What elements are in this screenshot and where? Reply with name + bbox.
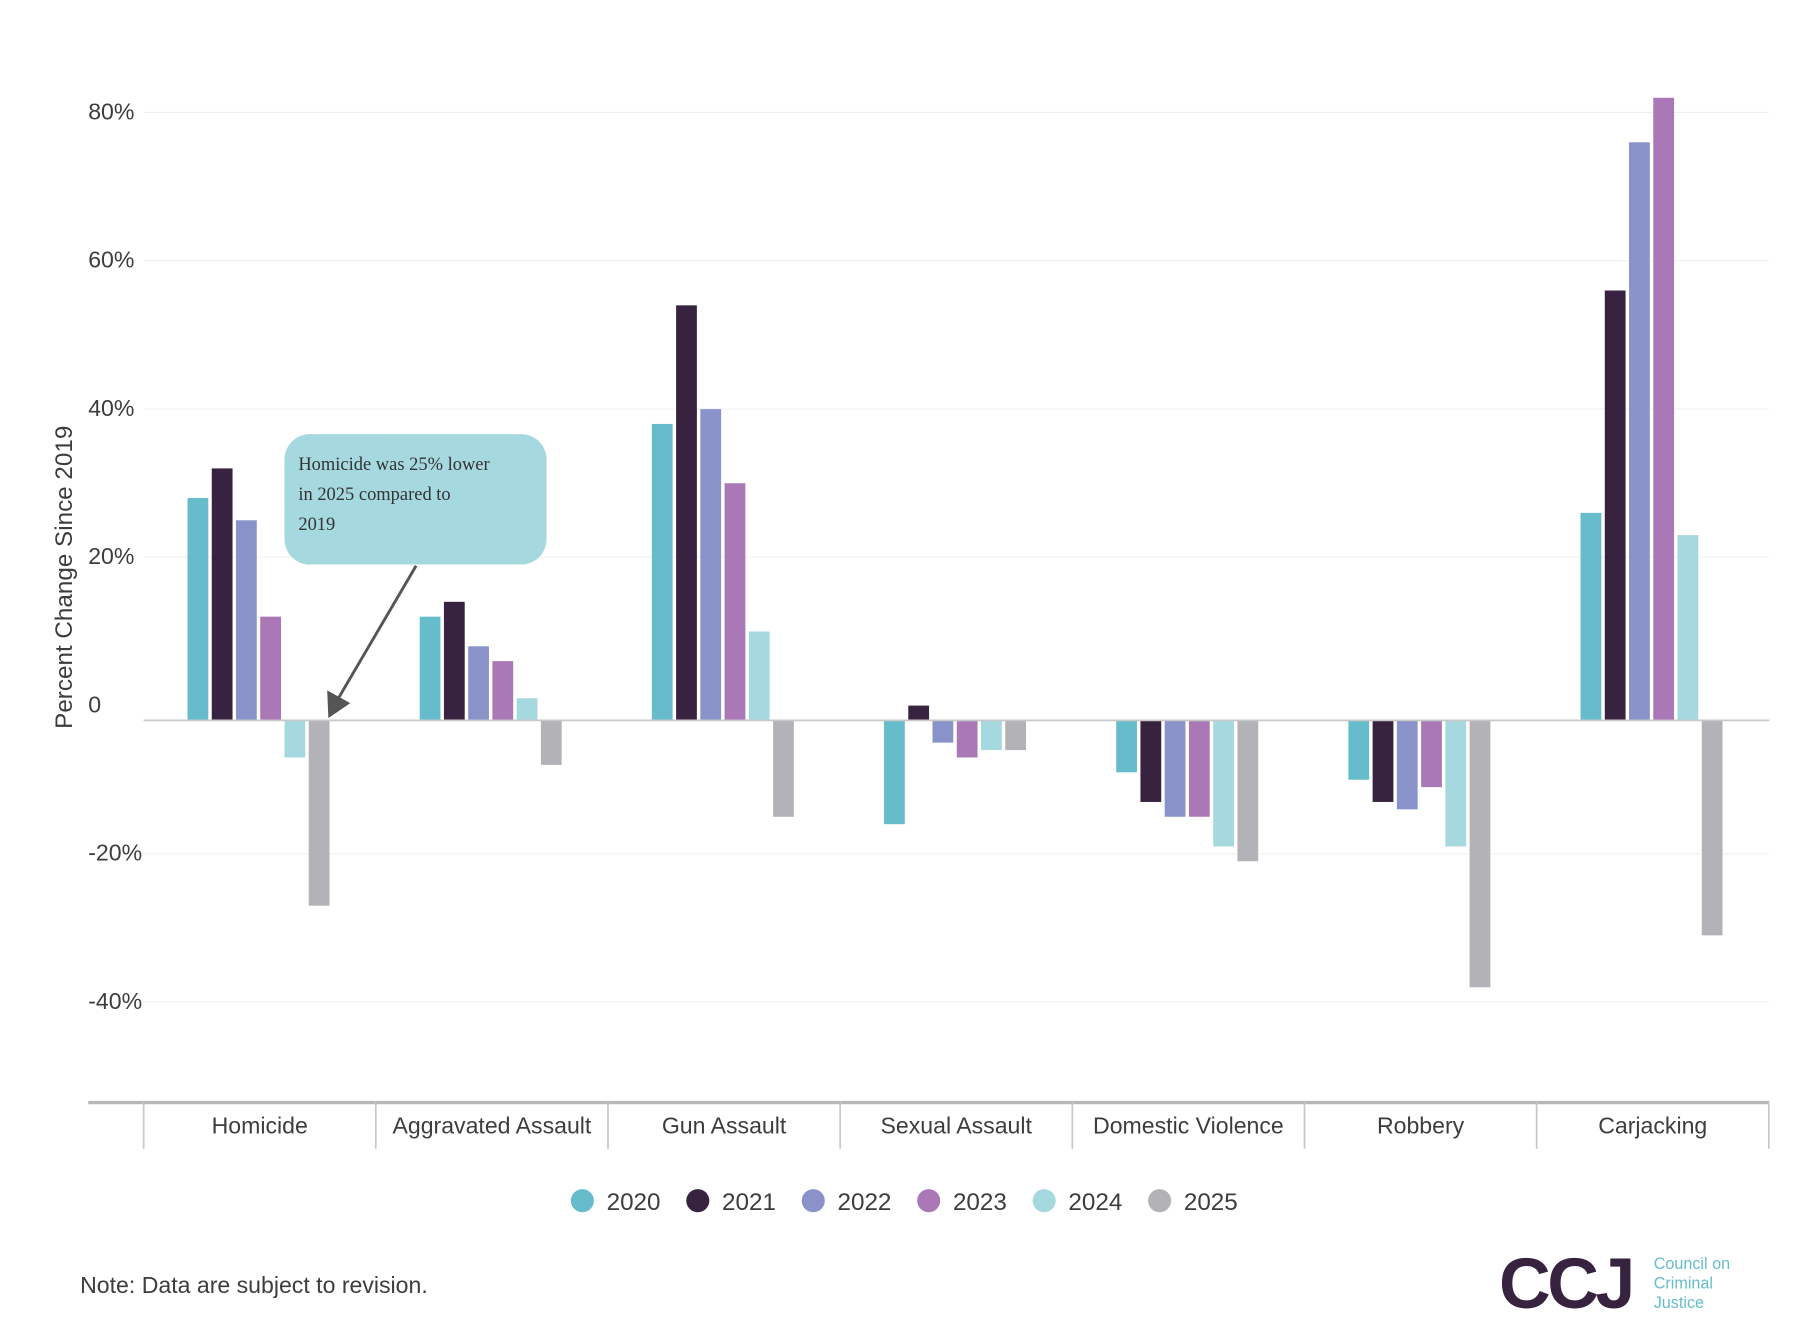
- logo-mark: CCJ: [1499, 1244, 1632, 1324]
- legend-label: 2022: [838, 1189, 892, 1216]
- bar-aggravated-assault-2022: [468, 646, 489, 721]
- bar-robbery-2023: [1421, 720, 1442, 788]
- x-tick-label: Gun Assault: [662, 1113, 787, 1139]
- bar-carjacking-2023: [1653, 97, 1675, 721]
- bar-domestic-violence-2024: [1213, 720, 1234, 847]
- y-tick-label: 80%: [88, 98, 134, 124]
- bar-robbery-2021: [1372, 720, 1394, 802]
- legend-swatch-icon: [570, 1189, 594, 1213]
- legend-swatch-icon: [686, 1189, 710, 1213]
- legend-swatch-icon: [1032, 1189, 1056, 1213]
- bar-robbery-2024: [1445, 720, 1467, 847]
- y-tick-label: 0: [88, 691, 101, 717]
- y-axis-ticks: 80% 60% 40% 20% 0 -20% -40%: [88, 98, 142, 1013]
- y-tick-label: 60%: [88, 247, 134, 273]
- ccj-logo: CCJ Council on Criminal Justice: [1499, 1244, 1735, 1324]
- bar-carjacking-2021: [1604, 290, 1626, 721]
- bar-homicide-2020: [187, 498, 209, 721]
- bar-domestic-violence-2022: [1164, 720, 1186, 817]
- bar-aggravated-assault-2020: [419, 616, 441, 721]
- legend-label: 2020: [607, 1189, 661, 1216]
- annotation-box: [284, 434, 547, 565]
- legend-swatch-icon: [917, 1189, 941, 1213]
- bar-gun-assault-2020: [651, 423, 673, 721]
- bar-carjacking-2025: [1701, 720, 1723, 936]
- legend-item-2020[interactable]: 2020: [570, 1189, 661, 1216]
- bar-gun-assault-2021: [676, 305, 697, 721]
- bar-gun-assault-2023: [724, 483, 746, 721]
- legend-item-2021[interactable]: 2021: [686, 1189, 776, 1216]
- legend-item-2025[interactable]: 2025: [1148, 1189, 1238, 1216]
- y-tick-label: -20%: [88, 840, 142, 866]
- bar-domestic-violence-2023: [1188, 720, 1210, 817]
- bar-sexual-assault-2021: [908, 705, 930, 721]
- bar-homicide-2022: [236, 520, 257, 721]
- legend: 2020 2021 2022 2023 2024 2025: [570, 1189, 1238, 1216]
- legend-label: 2025: [1184, 1189, 1238, 1216]
- bar-domestic-violence-2021: [1140, 720, 1162, 802]
- bar-sexual-assault-2024: [981, 720, 1002, 751]
- bar-carjacking-2024: [1677, 535, 1699, 721]
- legend-swatch-icon: [1148, 1189, 1172, 1213]
- bars: [187, 97, 1723, 988]
- legend-item-2023[interactable]: 2023: [917, 1189, 1007, 1216]
- bar-carjacking-2022: [1629, 142, 1650, 721]
- svg-text:Council on Criminal: Council on Criminal Justice: [1654, 1255, 1735, 1312]
- y-tick-label: -40%: [88, 988, 142, 1014]
- bar-aggravated-assault-2021: [443, 601, 465, 721]
- bar-gun-assault-2024: [748, 631, 770, 721]
- bar-homicide-2023: [260, 616, 282, 721]
- x-tick-label: Carjacking: [1598, 1113, 1707, 1139]
- bar-robbery-2025: [1469, 720, 1491, 988]
- bar-gun-assault-2022: [700, 409, 722, 721]
- bar-sexual-assault-2025: [1005, 720, 1027, 751]
- logo-text-line: Council on: [1654, 1255, 1730, 1273]
- bar-homicide-2021: [211, 468, 233, 721]
- bar-sexual-assault-2023: [956, 720, 978, 758]
- bar-aggravated-assault-2024: [516, 698, 538, 721]
- annotation: Homicide was 25% lower in 2025 compared …: [284, 434, 547, 719]
- svg-text:Homicide was 25% lower i: Homicide was 25% lower in 2025 compared …: [298, 454, 494, 534]
- x-tick-label: Homicide: [212, 1113, 308, 1139]
- annotation-arrow: [336, 564, 418, 701]
- annotation-line: in 2025 compared to: [298, 484, 450, 504]
- note: Note: Data are subject to revision.: [80, 1272, 428, 1298]
- bar-homicide-2025: [308, 720, 330, 906]
- annotation-line: 2019: [298, 514, 335, 534]
- legend-swatch-icon: [801, 1189, 825, 1213]
- legend-label: 2023: [953, 1189, 1007, 1216]
- logo-text-line: Justice: [1654, 1294, 1704, 1312]
- legend-item-2024[interactable]: 2024: [1032, 1189, 1123, 1216]
- y-tick-label: 40%: [88, 395, 134, 421]
- bar-robbery-2022: [1396, 720, 1418, 810]
- x-tick-label: Domestic Violence: [1093, 1113, 1284, 1139]
- bar-domestic-violence-2025: [1237, 720, 1259, 862]
- x-tick-label: Aggravated Assault: [392, 1113, 591, 1139]
- logo-text-line: Criminal: [1654, 1274, 1713, 1292]
- bar-sexual-assault-2022: [932, 720, 954, 743]
- arrow-head-icon: [327, 690, 351, 719]
- bar-carjacking-2020: [1580, 512, 1602, 721]
- legend-item-2022[interactable]: 2022: [801, 1189, 892, 1216]
- bar-domestic-violence-2020: [1116, 720, 1137, 773]
- bar-homicide-2024: [284, 720, 306, 758]
- annotation-line: Homicide was 25% lower: [298, 454, 489, 474]
- x-tick-label: Sexual Assault: [881, 1113, 1033, 1139]
- bar-aggravated-assault-2025: [540, 720, 562, 765]
- x-axis-categories: Homicide Aggravated Assault Gun Assault Sex…: [142, 1102, 1770, 1149]
- legend-label: 2021: [722, 1189, 776, 1216]
- bar-gun-assault-2025: [773, 720, 794, 817]
- bar-aggravated-assault-2023: [492, 661, 514, 721]
- bar-robbery-2020: [1348, 720, 1370, 780]
- y-tick-label: 20%: [88, 543, 134, 569]
- y-axis-label: Percent Change Since 2019: [51, 426, 78, 729]
- legend-label: 2024: [1068, 1189, 1122, 1216]
- x-tick-label: Robbery: [1377, 1113, 1465, 1139]
- bar-sexual-assault-2020: [884, 720, 905, 825]
